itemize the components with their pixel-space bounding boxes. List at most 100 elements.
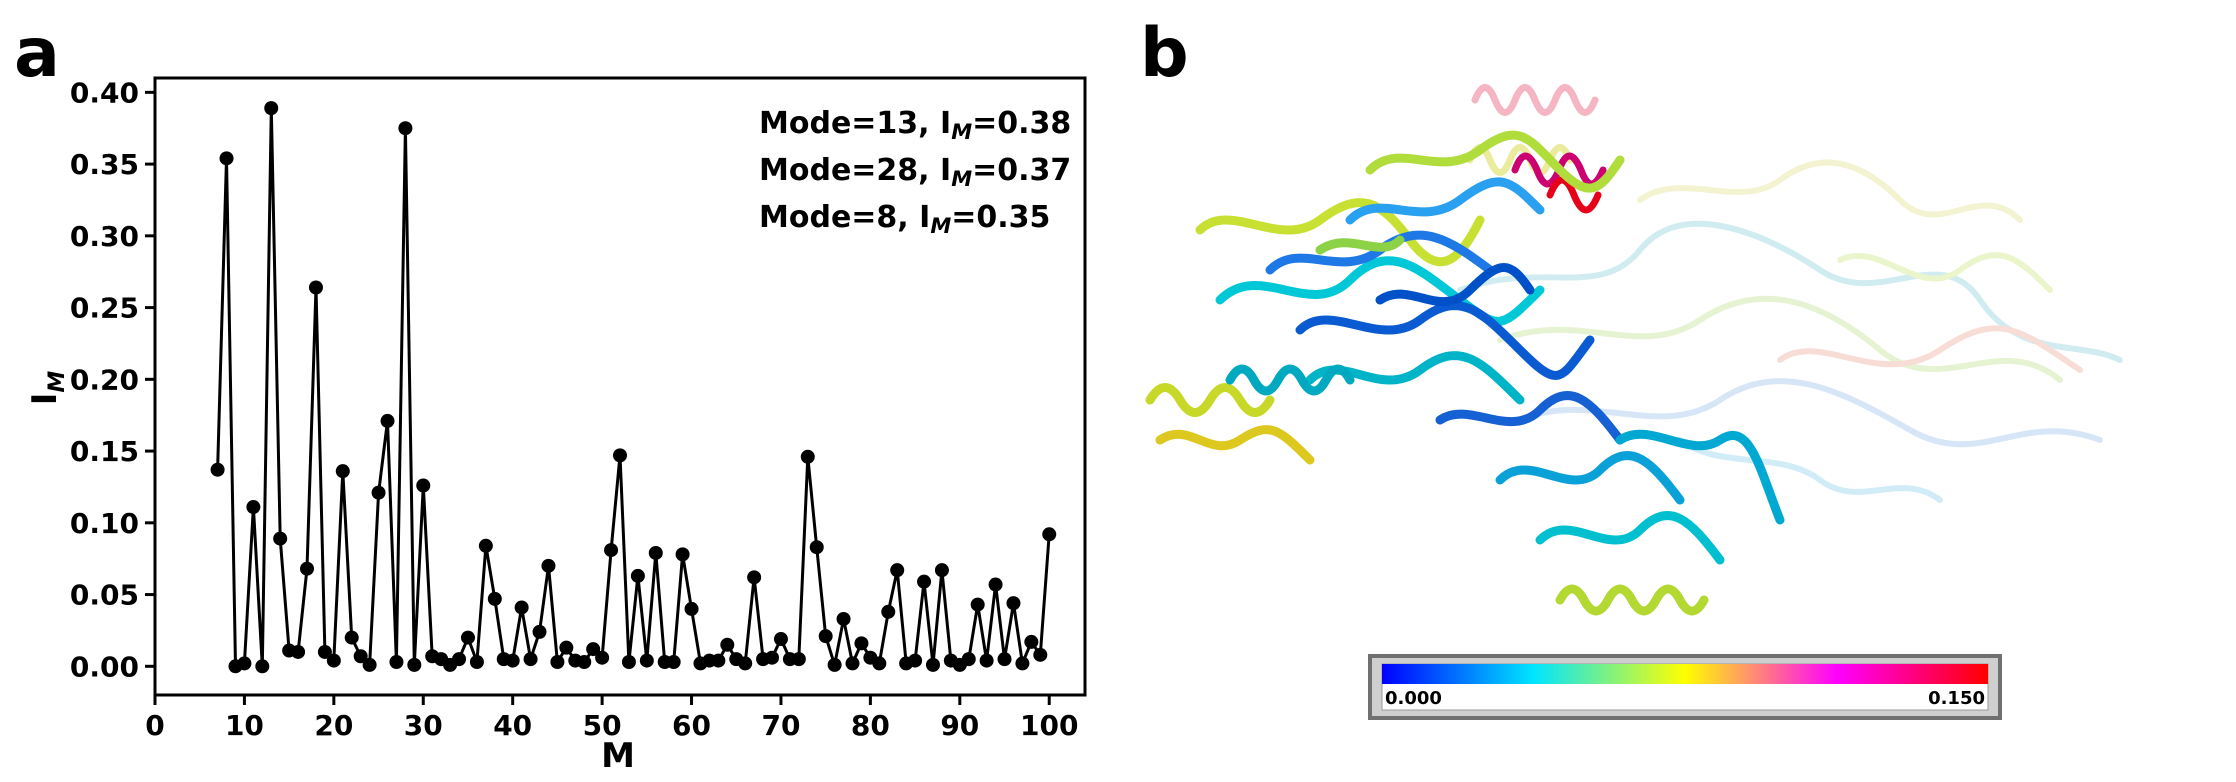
data-point: [407, 657, 422, 672]
y-axis: 0.00 0.05 0.10 0.15 0.20 0.25 0.30 0.35 0.40: [70, 76, 155, 683]
data-point: [988, 577, 1003, 592]
data-point: [532, 624, 547, 639]
data-point: [800, 449, 815, 464]
data-point: [478, 538, 493, 553]
data-point: [237, 656, 252, 671]
data-point: [264, 101, 279, 116]
y-tick-label: 0.40: [70, 76, 139, 109]
data-point: [845, 656, 860, 671]
data-point: [881, 604, 896, 619]
data-point: [308, 280, 323, 295]
panel-a-chart: a 0.00 0.05 0.10 0.15 0.20 0.25 0.30 0.35 0.40 0…: [14, 14, 1087, 776]
x-tick-label: 40: [493, 709, 532, 742]
data-point: [1033, 647, 1048, 662]
annotation-mode-13: Mode=13, IM=0.38: [759, 106, 1071, 144]
data-point: [666, 654, 681, 669]
data-point: [979, 653, 994, 668]
data-point: [613, 448, 627, 463]
panel-a-letter: a: [14, 14, 60, 93]
data-point: [836, 611, 851, 626]
ghost-structure: [1457, 159, 2123, 503]
data-point: [854, 636, 869, 651]
data-point: [961, 652, 976, 667]
panel-b: b: [1120, 0, 2236, 778]
data-point: [219, 151, 234, 166]
data-point: [711, 653, 726, 668]
x-tick-label: 30: [404, 709, 443, 742]
data-point: [559, 640, 574, 655]
data-point: [541, 558, 556, 573]
data-point: [380, 413, 395, 428]
data-point: [300, 561, 315, 576]
x-axis-label: M: [601, 736, 635, 776]
data-point: [621, 654, 636, 669]
data-point: [344, 630, 359, 645]
data-point: [970, 597, 985, 612]
y-tick-label: 0.25: [70, 292, 139, 325]
data-point: [452, 652, 467, 667]
x-tick-label: 60: [672, 709, 711, 742]
data-point: [747, 570, 762, 585]
data-point: [398, 121, 413, 136]
x-tick-label: 10: [225, 709, 264, 742]
annotation-legend: Mode=13, IM=0.38 Mode=28, IM=0.37 Mode=8…: [759, 106, 1071, 238]
colorbar: 0.000 0.150: [1368, 654, 2002, 720]
panel-b-letter: b: [1140, 14, 1189, 93]
data-point: [469, 654, 484, 669]
main-structure: [1145, 130, 1785, 616]
colorbar-max-label: 0.150: [1928, 688, 1985, 709]
x-tick-label: 100: [1020, 709, 1078, 742]
data-point: [353, 649, 368, 664]
data-point: [765, 650, 780, 665]
data-point: [872, 656, 887, 671]
colorbar-gradient: [1382, 664, 1988, 684]
plot-frame: [153, 76, 1087, 697]
data-point: [577, 654, 592, 669]
data-point: [809, 540, 824, 555]
x-axis: 0 10 20 30 40 50 60 70 80 90 100: [145, 695, 1078, 742]
data-point: [934, 563, 949, 578]
data-point: [818, 629, 833, 644]
data-point: [1015, 656, 1030, 671]
data-point: [273, 531, 288, 546]
data-point: [917, 574, 932, 589]
data-point: [648, 545, 663, 560]
colorbar-min-label: 0.000: [1385, 688, 1442, 709]
data-point: [291, 644, 306, 659]
data-point: [890, 563, 905, 578]
data-point: [255, 659, 270, 674]
x-tick-label: 70: [761, 709, 800, 742]
x-tick-label: 20: [314, 709, 353, 742]
data-point: [604, 543, 619, 558]
data-point: [773, 632, 788, 647]
y-tick-label: 0.10: [70, 507, 139, 540]
y-tick-label: 0.35: [70, 148, 139, 181]
data-point: [523, 652, 538, 667]
protein-structure-image: b: [1140, 14, 2123, 720]
data-point: [791, 652, 806, 667]
y-tick-label: 0.30: [70, 220, 139, 253]
x-tick-label: 90: [940, 709, 979, 742]
data-point: [925, 657, 940, 672]
y-tick-label: 0.05: [70, 579, 139, 612]
y-tick-label: 0.00: [70, 650, 139, 683]
data-point: [505, 653, 520, 668]
data-point: [550, 654, 565, 669]
data-point: [630, 568, 645, 583]
data-point: [210, 462, 225, 477]
data-point: [738, 656, 753, 671]
y-tick-label: 0.15: [70, 435, 139, 468]
data-point: [317, 644, 332, 659]
annotation-mode-8: Mode=8, IM=0.35: [759, 200, 1050, 238]
data-point: [246, 500, 261, 515]
y-tick-label: 0.20: [70, 363, 139, 396]
annotation-mode-28: Mode=28, IM=0.37: [759, 153, 1071, 191]
data-point: [586, 642, 601, 657]
data-point: [416, 478, 431, 493]
data-point: [997, 652, 1012, 667]
data-point: [371, 485, 386, 500]
data-point: [460, 630, 475, 645]
data-point: [675, 547, 690, 562]
data-point: [720, 637, 735, 652]
data-point: [335, 464, 350, 479]
